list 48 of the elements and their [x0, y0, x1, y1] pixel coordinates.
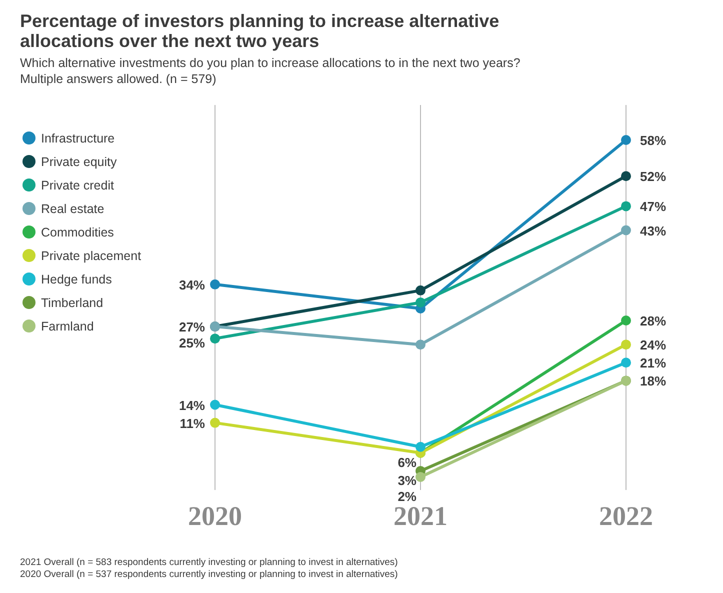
x-tick-label: 2021: [394, 501, 448, 531]
point: [416, 285, 426, 296]
data-label: 27%: [178, 320, 206, 335]
point: [621, 316, 631, 326]
data-label: 18%: [640, 374, 666, 389]
legend-label: Private credit: [41, 178, 114, 192]
data-label: 24%: [640, 338, 666, 353]
point: [210, 279, 220, 290]
point: [210, 334, 220, 344]
data-label: 11%: [180, 416, 206, 431]
legend-label: Timberland: [41, 296, 104, 310]
legend-label: Farmland: [41, 320, 94, 334]
point: [621, 340, 631, 350]
point: [416, 442, 426, 452]
chart-title: Percentage of investors planning to increase alternative allocations over the next two years: [20, 11, 500, 51]
text: 2021 Overall (n = 583 respondents currently investing or planning to invest in alternatives): [20, 557, 398, 568]
point: [210, 400, 220, 410]
x-tick-label: 2022: [599, 501, 653, 531]
legend-label: Real estate: [41, 202, 104, 216]
point: [621, 135, 631, 145]
data-label: 47%: [640, 199, 666, 214]
x-tick-label: 2020: [188, 501, 242, 531]
data-label: 2%: [398, 488, 417, 504]
data-label: 34%: [178, 277, 206, 292]
data-label: 21%: [640, 356, 666, 371]
point: [621, 171, 631, 182]
point: [621, 358, 631, 368]
data-label: 58%: [640, 133, 666, 148]
point: [621, 201, 631, 212]
data-label: 6%: [398, 454, 417, 470]
point: [621, 225, 631, 236]
data-label: 43%: [640, 223, 666, 238]
point: [416, 472, 426, 482]
legend-label: Infrastructure: [41, 132, 115, 146]
text: 2020 Overall (n = 537 respondents currently investing or planning to invest in alternatives): [20, 569, 398, 580]
chart-subtitle: Which alternative investments do you plan to increase allocations to in the next two years? Multiple answers allowed. (n = 579): [20, 56, 520, 86]
data-label: 52%: [640, 169, 666, 184]
data-label: 14%: [178, 398, 206, 413]
legend-label: Private placement: [41, 249, 142, 263]
point: [210, 418, 220, 428]
legend-label: Private equity: [41, 155, 118, 169]
data-label: 3%: [398, 472, 417, 488]
point: [416, 297, 426, 308]
data-label: 28%: [640, 314, 666, 329]
data-label: 25%: [178, 336, 206, 351]
legend-label: Commodities: [41, 226, 114, 240]
legend-label: Hedge funds: [41, 272, 112, 286]
point: [416, 340, 426, 350]
